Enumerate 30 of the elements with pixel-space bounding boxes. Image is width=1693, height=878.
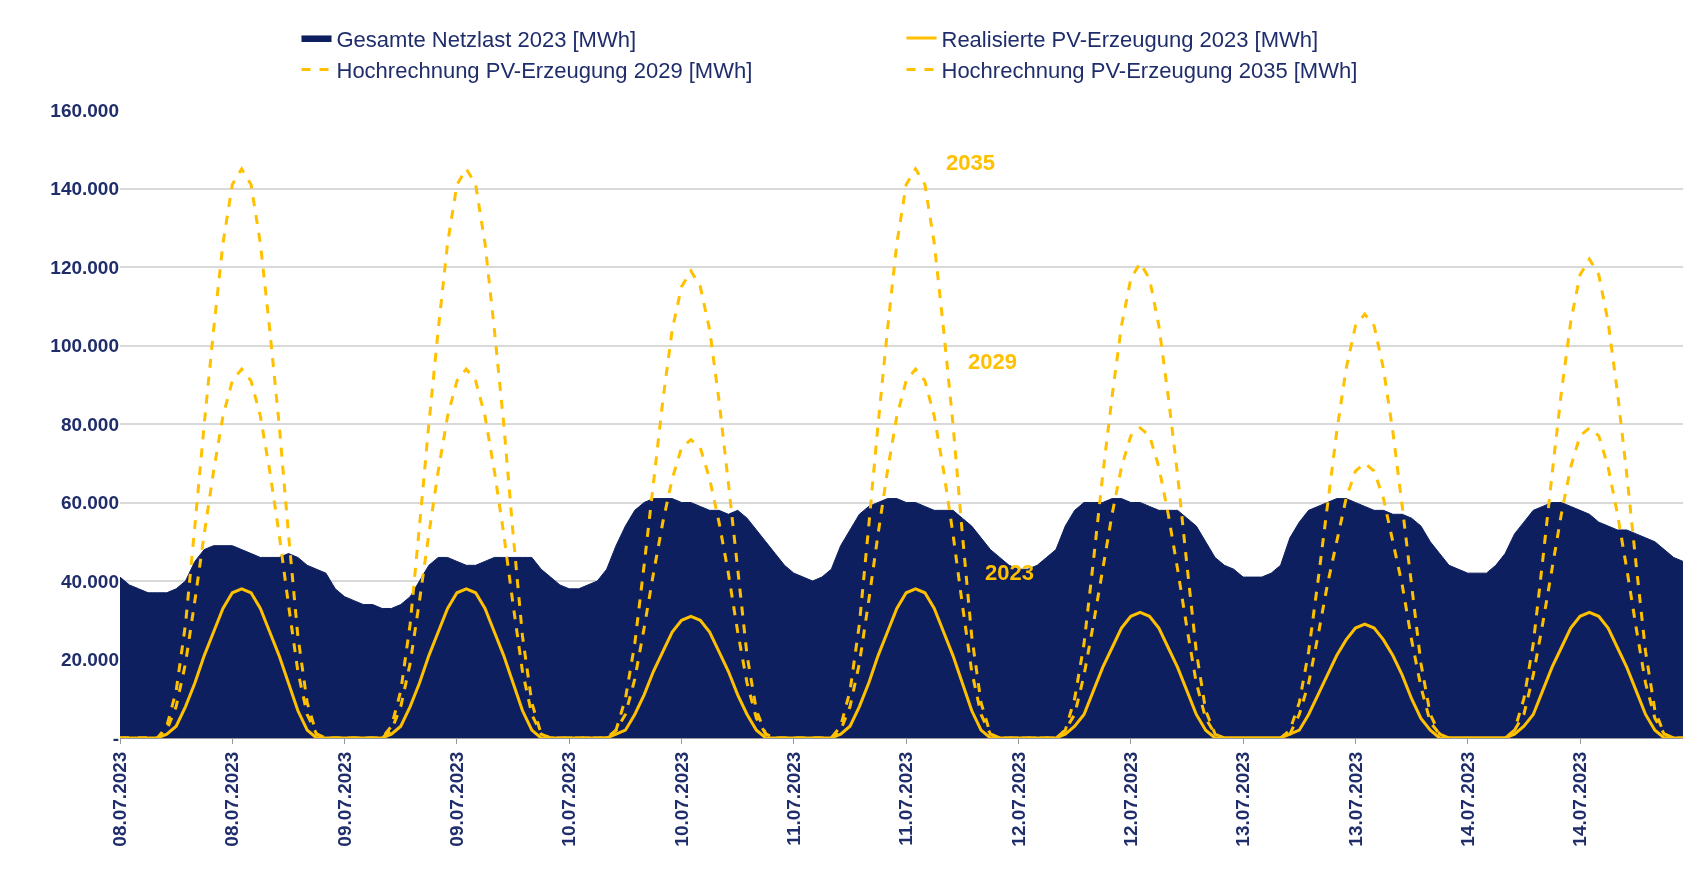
x-tick-label: 14.07.2023 xyxy=(1569,751,1591,847)
x-tick-label: 09.07.2023 xyxy=(333,751,355,847)
x-tick-label: 12.07.2023 xyxy=(1007,751,1029,847)
x-tick-label: 09.07.2023 xyxy=(446,751,468,847)
x-tick-label: 11.07.2023 xyxy=(895,751,917,846)
x-tick-label: 12.07.2023 xyxy=(1119,751,1141,847)
y-tick-label: 80.000 xyxy=(60,413,119,435)
x-tick-label: 08.07.2023 xyxy=(109,751,131,847)
y-tick-label: 160.000 xyxy=(50,99,119,121)
x-tick-label: 08.07.2023 xyxy=(221,751,243,847)
annotation: 2029 xyxy=(968,349,1017,374)
legend-label: Hochrechnung PV-Erzeugung 2029 [MWh] xyxy=(336,58,753,84)
y-tick-label: 100.000 xyxy=(50,335,119,357)
y-tick-label: 120.000 xyxy=(50,256,119,278)
x-tick-label: 14.07.2023 xyxy=(1456,751,1478,847)
x-tick-label: 13.07.2023 xyxy=(1232,751,1254,847)
legend-label: Hochrechnung PV-Erzeugung 2035 [MWh] xyxy=(941,58,1358,84)
x-tick-label: 11.07.2023 xyxy=(783,751,805,846)
y-tick-label: - xyxy=(112,727,119,749)
legend-label: Gesamte Netzlast 2023 [MWh] xyxy=(336,26,637,52)
y-tick-label: 40.000 xyxy=(60,570,119,592)
x-tick-label: 10.07.2023 xyxy=(558,751,580,847)
legend-label: Realisierte PV-Erzeugung 2023 [MWh] xyxy=(941,26,1319,52)
x-tick-label: 10.07.2023 xyxy=(670,751,692,847)
x-tick-label: 13.07.2023 xyxy=(1344,751,1366,847)
y-tick-label: 140.000 xyxy=(50,178,119,200)
annotation: 2023 xyxy=(985,560,1034,585)
annotation: 2035 xyxy=(946,150,995,175)
y-tick-label: 20.000 xyxy=(60,649,119,671)
y-tick-label: 60.000 xyxy=(60,492,119,514)
